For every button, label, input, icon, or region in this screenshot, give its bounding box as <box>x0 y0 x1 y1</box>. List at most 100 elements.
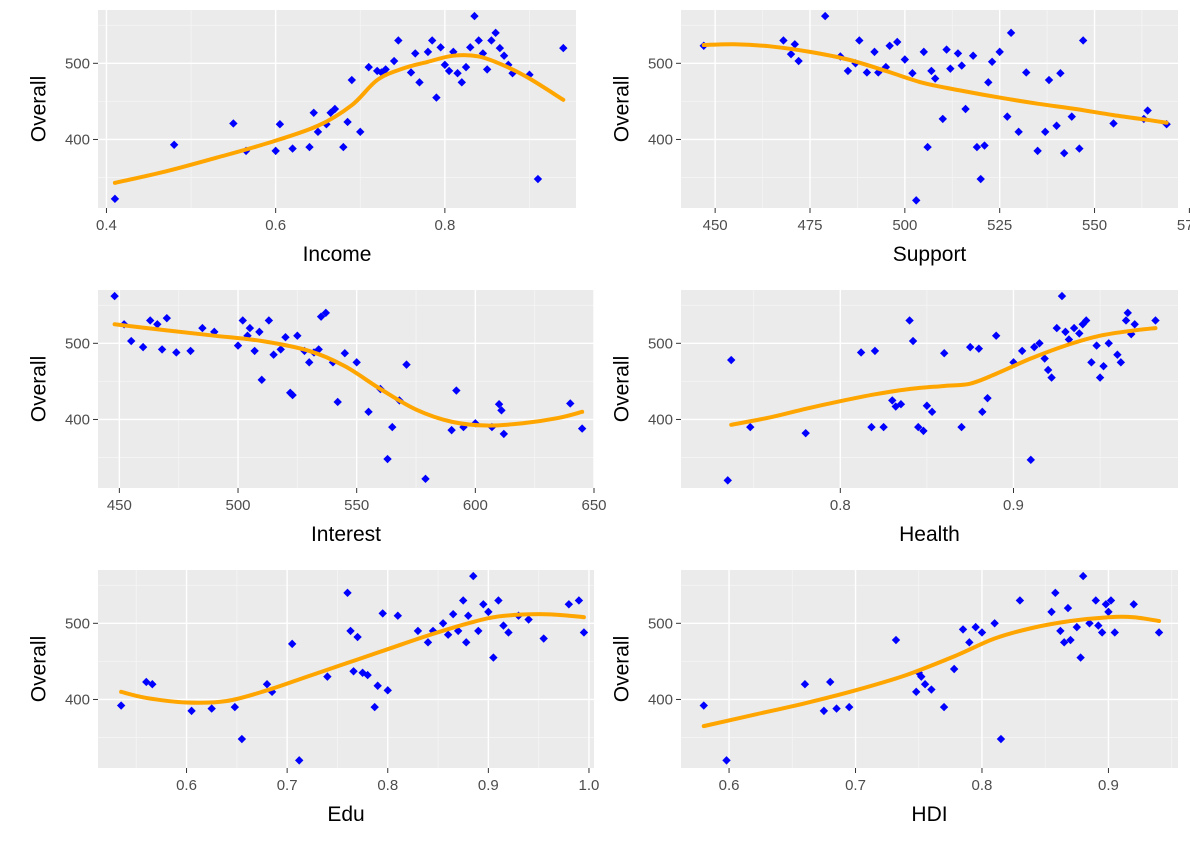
data-point <box>146 316 155 325</box>
y-tick-label: 400 <box>65 691 90 708</box>
data-point <box>474 626 483 636</box>
data-point <box>819 706 829 716</box>
data-point <box>1104 339 1113 348</box>
panel-edu: 0.6 0.7 0.8 0.9 1.0 400 500 Edu Overall <box>28 570 599 826</box>
panel-income: 0.4 0.6 0.8 400 500 Income Overall <box>28 10 576 266</box>
data-point <box>1063 603 1073 613</box>
x-axis-title: Support <box>893 243 967 266</box>
data-point <box>953 49 963 58</box>
data-point <box>1030 342 1039 352</box>
data-point <box>991 331 1001 340</box>
data-point <box>388 422 397 432</box>
data-point <box>1014 127 1023 137</box>
data-point <box>1082 316 1091 325</box>
y-axis-title: Overall <box>28 356 51 423</box>
data-point <box>908 336 918 346</box>
data-point <box>352 358 361 367</box>
data-point <box>470 11 479 21</box>
data-point <box>229 119 238 128</box>
smooth-line <box>119 612 586 705</box>
x-axis-title: Interest <box>311 523 381 546</box>
x-axis-title: Income <box>303 243 372 266</box>
data-point <box>497 406 506 415</box>
data-point <box>330 104 340 114</box>
data-point <box>870 47 879 57</box>
data-point <box>210 327 219 337</box>
data-point <box>1151 316 1160 325</box>
data-point <box>393 611 403 620</box>
data-point <box>905 316 914 325</box>
data-point <box>1026 455 1036 465</box>
data-point <box>958 625 968 634</box>
data-point <box>172 348 181 357</box>
data-point <box>1104 607 1113 617</box>
y-tick-label: 500 <box>65 55 90 72</box>
data-point <box>919 426 928 436</box>
data-point <box>987 57 997 66</box>
data-point <box>912 687 921 697</box>
data-point <box>389 56 399 66</box>
data-point <box>453 626 463 636</box>
data-point <box>1101 600 1111 609</box>
data-point <box>984 78 993 87</box>
x-tick-label: 500 <box>892 217 917 234</box>
x-axis-title: HDI <box>911 803 947 826</box>
data-point <box>983 393 992 403</box>
data-point <box>356 127 365 137</box>
data-point <box>423 638 433 647</box>
data-point <box>1121 316 1131 325</box>
data-point <box>373 681 382 690</box>
data-point <box>402 360 411 369</box>
data-point <box>148 680 157 689</box>
data-point <box>313 127 323 137</box>
data-point <box>727 355 736 365</box>
data-point <box>339 142 348 152</box>
data-point <box>495 43 505 53</box>
data-point <box>364 62 373 72</box>
data-point <box>484 607 493 617</box>
x-tick-label: 0.4 <box>96 217 117 234</box>
data-point <box>1075 329 1084 338</box>
data-point <box>1064 335 1074 344</box>
data-point <box>996 734 1006 744</box>
data-point <box>438 619 448 628</box>
data-point <box>447 425 456 435</box>
data-point <box>406 68 416 77</box>
data-point <box>287 639 297 649</box>
data-point <box>1059 638 1069 647</box>
data-point <box>896 400 906 409</box>
y-tick-label: 500 <box>65 335 90 352</box>
data-point <box>888 396 897 405</box>
data-point <box>489 653 498 662</box>
smooth-line <box>112 53 566 185</box>
data-point <box>976 174 985 184</box>
data-point <box>452 386 461 395</box>
y-tick-label: 500 <box>648 615 673 632</box>
data-point <box>942 45 951 54</box>
x-tick-label: 600 <box>463 497 488 514</box>
data-point <box>1094 621 1103 630</box>
data-point <box>288 390 297 400</box>
x-tick-label: 475 <box>797 217 822 234</box>
data-point <box>968 51 978 60</box>
x-tick-label: 0.9 <box>1003 497 1024 514</box>
data-point <box>343 117 352 127</box>
data-point <box>427 36 437 45</box>
data-point <box>938 114 947 124</box>
data-point <box>722 756 731 765</box>
data-point <box>1143 106 1152 115</box>
x-tick-label: 550 <box>344 497 369 514</box>
panel-background <box>681 570 1178 768</box>
data-point <box>1109 119 1118 128</box>
data-point <box>1130 320 1139 329</box>
data-point <box>949 664 959 674</box>
data-point <box>459 596 468 605</box>
data-point <box>462 638 471 647</box>
data-point <box>464 611 473 620</box>
x-tick-label: 0.9 <box>478 777 499 794</box>
x-axis-title: Health <box>899 523 960 546</box>
data-point <box>378 609 387 618</box>
smooth-line <box>701 614 1162 729</box>
data-point <box>533 174 543 184</box>
data-point <box>1051 588 1060 598</box>
